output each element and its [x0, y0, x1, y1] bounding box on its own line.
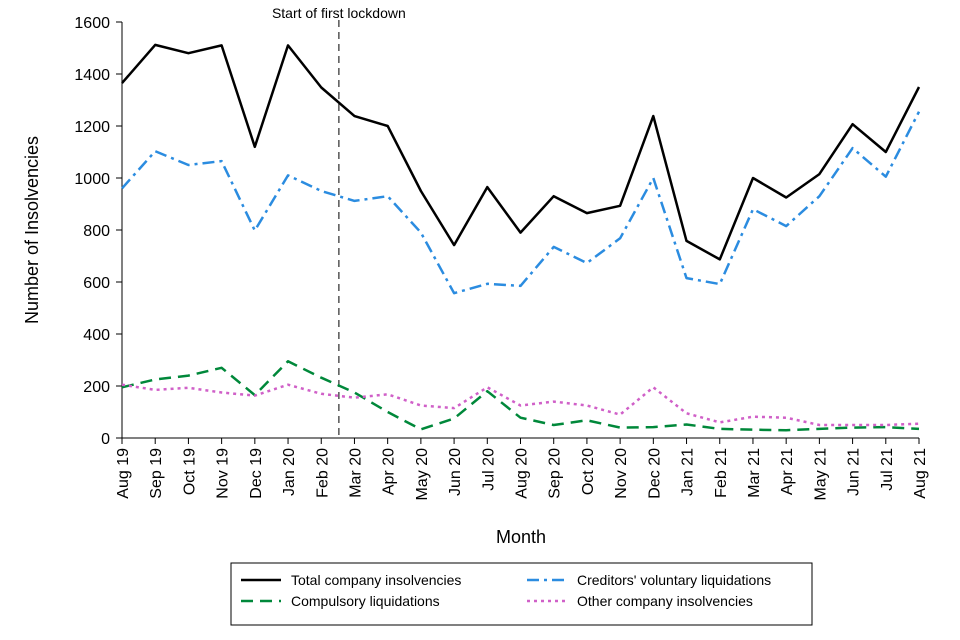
y-axis: 0 200 400 600 800 1000 1200 1400 1600 — [74, 15, 123, 448]
y-axis-title: Number of Insolvencies — [22, 136, 42, 324]
x-tick-label: Oct 19 — [181, 448, 198, 495]
x-tick-label: Apr 21 — [779, 448, 796, 495]
x-tick-label: Mar 21 — [746, 448, 763, 498]
y-tick-label: 1000 — [74, 171, 110, 188]
lockdown-annotation: Start of first lockdown — [272, 5, 406, 438]
x-tick-label: Jan 20 — [281, 448, 298, 496]
x-tick-label: Aug 20 — [514, 448, 531, 499]
legend: Total company insolvencies Creditors' vol… — [230, 562, 813, 626]
legend-label-0: Total company insolvencies — [291, 572, 461, 588]
legend-label-2: Compulsory liquidations — [291, 593, 440, 609]
y-tick-label: 600 — [83, 275, 110, 292]
x-tick-label: Aug 19 — [115, 448, 132, 499]
y-tick-label: 0 — [101, 431, 110, 448]
x-tick-label: Oct 20 — [580, 448, 597, 495]
y-tick-label: 400 — [83, 327, 110, 344]
x-tick-label: Sep 20 — [547, 448, 564, 499]
x-tick-label: Mar 20 — [347, 448, 364, 498]
x-axis: Aug 19 Sep 19 Oct 19 Nov 19 Dec 19 Jan 20 Feb … — [115, 437, 929, 501]
x-tick-label: Jul 20 — [480, 448, 497, 491]
x-tick-label: Nov 19 — [215, 448, 232, 499]
legend-label-1: Creditors' voluntary liquidations — [577, 572, 771, 588]
y-tick-label: 200 — [83, 379, 110, 396]
x-tick-label: Jan 21 — [680, 448, 697, 496]
x-tick-label: May 21 — [812, 448, 829, 501]
x-tick-label: May 20 — [414, 448, 431, 501]
x-tick-label: Jul 21 — [879, 448, 896, 491]
series-line-3 — [121, 383, 920, 427]
x-axis-title: Month — [496, 527, 546, 547]
x-tick-label: Apr 20 — [381, 448, 398, 495]
x-tick-label: Jun 21 — [846, 448, 863, 496]
y-tick-label: 1400 — [74, 67, 110, 84]
legend-label-3: Other company insolvencies — [577, 593, 753, 609]
x-tick-label: Jun 20 — [447, 448, 464, 496]
y-tick-label: 1600 — [74, 15, 110, 32]
series-line-1 — [121, 111, 921, 295]
x-tick-label: Dec 20 — [646, 448, 663, 499]
x-tick-label: Nov 20 — [613, 448, 630, 499]
lockdown-annotation-label: Start of first lockdown — [272, 5, 406, 21]
x-tick-label: Dec 19 — [248, 448, 265, 499]
series-layer — [121, 43, 921, 432]
x-tick-label: Feb 21 — [713, 448, 730, 498]
x-tick-label: Feb 20 — [314, 448, 331, 498]
legend-box — [230, 562, 813, 626]
y-tick-label: 1200 — [74, 119, 110, 136]
y-tick-label: 800 — [83, 223, 110, 240]
x-tick-label: Sep 19 — [148, 448, 165, 499]
series-line-0 — [121, 43, 921, 261]
x-tick-label: Aug 21 — [912, 448, 929, 499]
